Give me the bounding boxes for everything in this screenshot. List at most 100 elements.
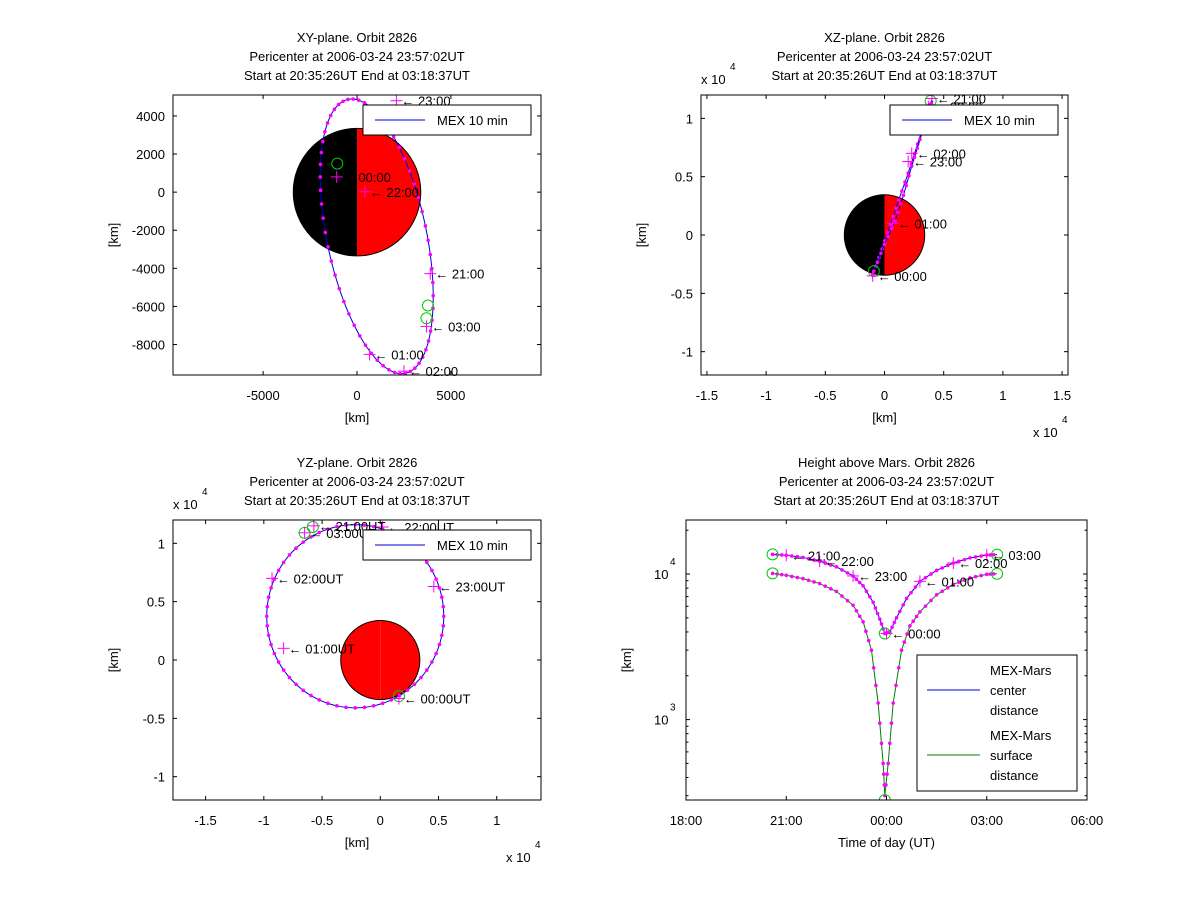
orbit-sample-marker (335, 704, 339, 708)
endpoint-circle (867, 265, 880, 278)
orbit-sample-marker (929, 598, 933, 603)
orbit-sample-marker (269, 586, 273, 590)
mars-outline (340, 619, 421, 701)
chart-title-line: XZ-plane. Orbit 2826 (824, 30, 945, 45)
orbit-sample-marker (905, 632, 909, 636)
orbit-sample-marker (854, 608, 859, 613)
endpoint-circle (766, 548, 779, 561)
orbit-sample-marker (420, 209, 424, 214)
orbit-sample-marker (430, 568, 434, 573)
y-axis-label: [km] (106, 648, 121, 673)
orbit-sample-marker (940, 566, 944, 570)
y-tick-label: -2000 (132, 223, 165, 238)
orbit-sample-marker (430, 266, 434, 271)
orbit-sample-marker (857, 614, 862, 619)
legend: MEX 10 min (362, 104, 532, 136)
chart-title-line: Pericenter at 2006-03-24 23:57:02UT (249, 49, 464, 64)
orbit-sample-marker (790, 574, 794, 579)
panel-height: Height above Mars. Orbit 2826 Pericenter … (619, 455, 1103, 850)
x-tick-label: 5000 (436, 388, 465, 403)
legend-label: center (990, 683, 1027, 698)
orbit-sample-marker (934, 568, 939, 573)
x-exponent-power: 4 (1062, 415, 1068, 426)
legend-label: distance (990, 703, 1038, 718)
endpoint-circle (421, 299, 434, 312)
orbit-sample-marker (912, 155, 917, 160)
orbit-sample-marker (398, 371, 402, 375)
orbit-sample-marker (934, 592, 939, 597)
orbit-sample-marker (834, 589, 839, 594)
x-tick-label: -1.5 (696, 388, 718, 403)
hour-mark-label: ← 22:00 (370, 185, 419, 200)
orbit-sample-marker (909, 590, 913, 595)
orbit-sample-marker (886, 761, 890, 766)
mars-outline (843, 194, 926, 276)
orbit-sample-marker (929, 572, 933, 576)
x-tick-label: 03:00 (970, 813, 1003, 828)
hour-mark-label: ← 00:00 (342, 170, 391, 185)
orbit-sample-marker (817, 581, 822, 586)
x-tick-label: 1 (493, 813, 500, 828)
orbit-sample-marker (431, 293, 436, 298)
y-axis-label: [km] (634, 223, 649, 248)
orbit-sample-marker (894, 206, 898, 210)
orbit-sample-marker (795, 575, 800, 580)
orbit-sample-marker (323, 230, 328, 235)
y-tick-label-exponent: 4 (670, 557, 676, 568)
y-exponent: x 10 (701, 72, 726, 87)
orbit-sample-marker (375, 358, 380, 362)
orbit-sample-marker (317, 530, 322, 535)
orbit-sample-marker (347, 312, 351, 316)
orbit-sample-marker (945, 585, 950, 590)
mars-outline (292, 127, 422, 257)
orbit-sample-marker (318, 188, 323, 193)
orbit-sample-marker (416, 195, 421, 200)
x-tick-label: 0 (353, 388, 360, 403)
orbit-sample-marker (823, 584, 828, 588)
orbit-sample-marker (397, 145, 402, 150)
orbit-sample-marker (336, 102, 341, 107)
y-tick-label: -1 (681, 345, 693, 360)
hour-mark-label: ← 21:00 (791, 548, 840, 563)
mars-night-side (293, 128, 357, 256)
hour-mark-label: ← 23:00UT (439, 580, 506, 595)
legend-label: MEX 10 min (964, 113, 1035, 128)
orbit-sample-marker (991, 572, 996, 576)
orbit-sample-marker (387, 368, 391, 372)
orbit-sample-marker (301, 688, 306, 693)
orbit-sample-marker (380, 701, 385, 706)
orbit-sample-marker (861, 619, 865, 624)
hour-mark-label: ← 02:00UT (277, 571, 344, 586)
legend-label: distance (990, 768, 1038, 783)
orbit-sample-marker (353, 706, 358, 710)
orbit-sample-marker (356, 98, 361, 103)
orbit-sample-marker (979, 573, 983, 578)
x-exponent: x 10 (506, 850, 531, 865)
orbit-sample-marker (417, 361, 421, 366)
y-tick-label: 0 (686, 228, 693, 243)
orbit-sample-marker (425, 560, 429, 565)
orbit-sample-marker (892, 620, 897, 625)
orbit-sample-marker (801, 555, 805, 560)
orbit-sample-marker (957, 580, 961, 584)
orbit-sample-marker (901, 603, 906, 607)
orbit-sample-marker (913, 585, 918, 589)
x-tick-label: 1 (999, 388, 1006, 403)
orbit-sample-marker (441, 614, 446, 619)
orbit-sample-marker (344, 705, 348, 710)
orbit-sample-marker (890, 625, 894, 630)
orbit-sample-marker (882, 242, 887, 247)
orbit-sample-marker (434, 577, 438, 581)
hour-mark-label: ← 03:00UT (310, 526, 377, 541)
orbit-sample-marker (891, 701, 895, 705)
endpoint-circle (331, 157, 344, 170)
orbit-sample-marker (337, 286, 342, 291)
hour-mark-label: ← 03:00 (992, 548, 1041, 563)
orbit-sample-marker (962, 557, 967, 562)
endpoint-circle (306, 521, 319, 533)
orbit-sample-marker (888, 741, 892, 746)
orbit-sample-marker (434, 651, 438, 656)
x-axis-label: [km] (872, 410, 897, 425)
orbit-sample-marker (881, 761, 885, 766)
orbit-sample-marker (840, 568, 844, 572)
